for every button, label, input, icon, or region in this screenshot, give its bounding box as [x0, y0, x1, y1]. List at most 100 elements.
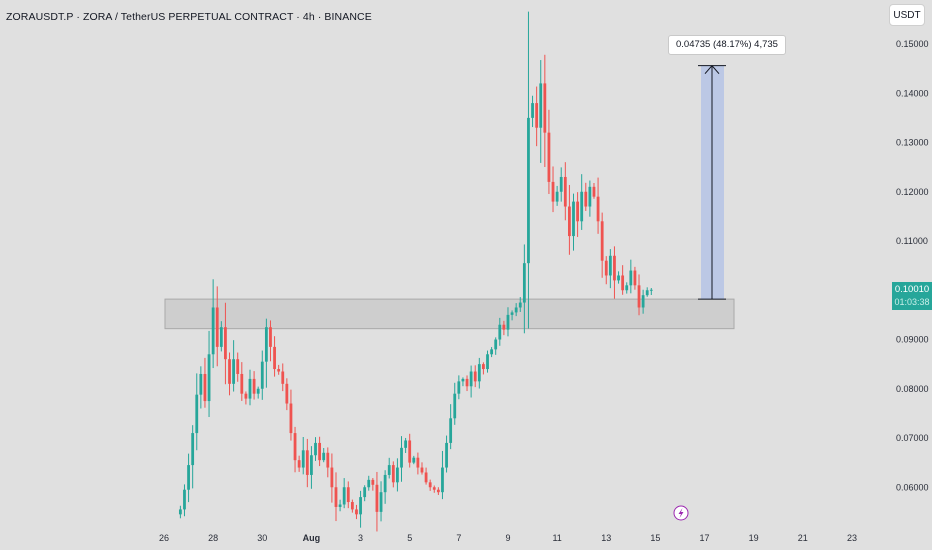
x-tick-label: 23 [847, 533, 857, 543]
candle-body [428, 482, 432, 488]
support-zone-layer [164, 298, 735, 330]
candle-body [445, 442, 448, 468]
x-tick-label: 30 [257, 533, 267, 543]
candle-body [477, 364, 481, 382]
y-tick-label: 0.15000 [896, 39, 929, 49]
candle-body [391, 465, 395, 483]
candle-body [187, 465, 190, 490]
candle-body [240, 373, 244, 394]
candle-body [203, 373, 207, 402]
candle-body [244, 393, 248, 399]
time-axis[interactable]: 26 28 30 Aug 3 5 7 9 11 13 15 17 19 21 23 [159, 533, 857, 543]
candle-body [400, 447, 403, 468]
candle-body [580, 191, 584, 222]
candle-body [514, 307, 518, 313]
candle-body [178, 509, 182, 515]
candle-body [350, 502, 354, 510]
candle-body [420, 467, 424, 473]
measure-tool-layer[interactable] [698, 64, 726, 300]
candle-body [498, 324, 502, 340]
x-tick-label: Aug [303, 533, 321, 543]
candle-body [486, 354, 489, 370]
price-axis[interactable]: 0.15000 0.14000 0.13000 0.12000 0.11000 0.100… [896, 39, 929, 492]
candle-body [461, 378, 465, 382]
candle-body [649, 289, 653, 291]
candle-body [592, 186, 596, 197]
candle-body [359, 497, 362, 515]
candle-body [228, 359, 231, 384]
candle-body [191, 433, 195, 466]
candle-body [305, 450, 309, 475]
candle-body [367, 479, 371, 488]
x-tick-label: 3 [358, 533, 363, 543]
x-tick-label: 7 [456, 533, 461, 543]
candle-body [613, 255, 616, 281]
candle-body [576, 201, 579, 222]
candle-body [334, 487, 338, 507]
candle-body [375, 484, 379, 512]
candle-body [584, 191, 588, 207]
candle-body [641, 295, 645, 308]
candle-body [355, 509, 358, 515]
candle-body [465, 378, 469, 387]
candle-body [289, 403, 293, 434]
y-tick-label: 0.08000 [896, 384, 929, 394]
currency-button[interactable]: USDT [889, 4, 925, 26]
candle-body [330, 467, 334, 488]
candle-body [596, 196, 600, 222]
y-tick-label: 0.13000 [896, 138, 929, 148]
candle-body [346, 487, 350, 503]
candle-body [551, 181, 555, 202]
candle-body [379, 492, 383, 512]
last-price: 0.10010 [894, 284, 930, 295]
x-tick-label: 21 [798, 533, 808, 543]
candle-body [195, 394, 199, 434]
candle-body [404, 440, 408, 448]
candle-body [256, 388, 260, 394]
candle-body [645, 290, 649, 296]
measure-label[interactable]: 0.04735 (48.17%) 4,735 [668, 35, 786, 55]
candle-body [293, 433, 297, 461]
candle-body [473, 371, 477, 382]
candle-body [547, 132, 551, 182]
candle-body [183, 489, 186, 510]
candle-body [535, 103, 539, 128]
x-tick-label: 5 [407, 533, 412, 543]
candle-body [416, 457, 420, 468]
candle-body [252, 378, 256, 394]
candle-body [600, 221, 604, 261]
candle-body [432, 487, 436, 490]
candle-body [269, 327, 272, 347]
x-tick-label: 9 [505, 533, 510, 543]
candle-body [248, 378, 252, 399]
y-tick-label: 0.07000 [896, 433, 929, 443]
candle-body [338, 504, 342, 507]
candle-body [625, 285, 629, 291]
candle-body [469, 371, 473, 387]
candle-body [436, 489, 440, 493]
x-tick-label: 26 [159, 533, 169, 543]
y-tick-label: 0.12000 [896, 187, 929, 197]
candle-body [260, 361, 264, 389]
candle-body [281, 371, 285, 384]
candle-body [219, 327, 223, 347]
candle-body [322, 452, 326, 461]
y-tick-label: 0.11000 [896, 236, 928, 246]
plot-background [0, 0, 880, 528]
candle-body [543, 83, 547, 133]
candle-body [318, 442, 322, 461]
candle-body [371, 479, 375, 485]
x-tick-label: 13 [601, 533, 611, 543]
candle-body [572, 201, 575, 237]
candle-body [555, 191, 559, 202]
x-tick-label: 17 [700, 533, 710, 543]
candle-body [342, 487, 346, 505]
candle-body [383, 474, 387, 493]
support-zone[interactable] [164, 298, 735, 330]
candle-body [224, 327, 227, 360]
lightning-icon[interactable] [673, 505, 689, 521]
candle-body [629, 270, 633, 286]
candle-body [568, 206, 571, 237]
candle-body [285, 383, 289, 404]
